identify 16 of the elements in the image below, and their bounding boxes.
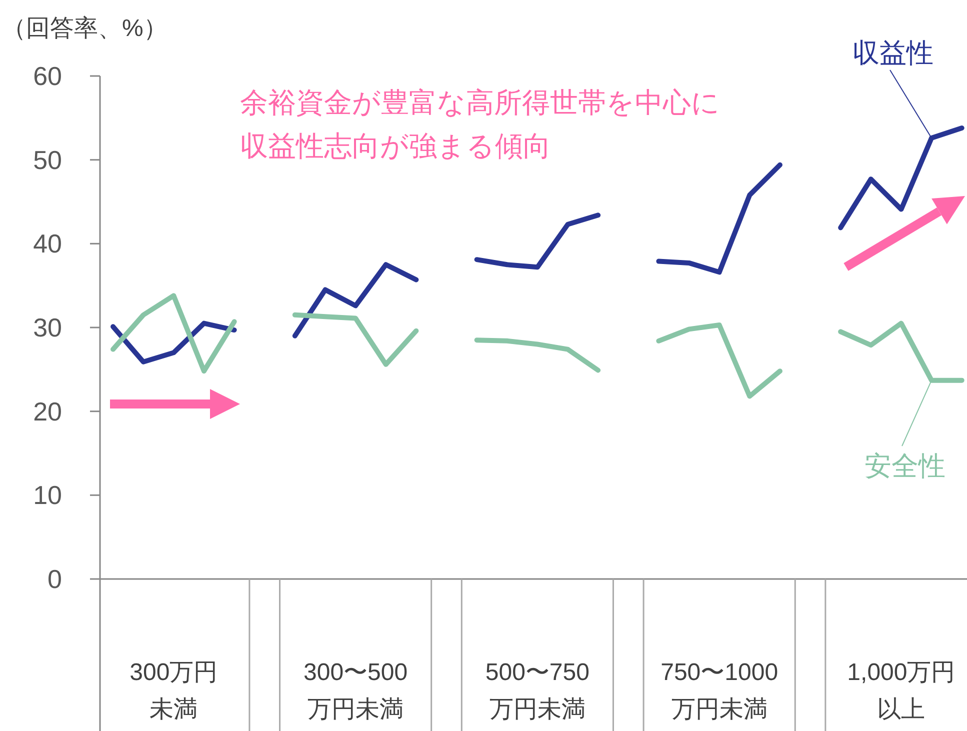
y-tick-label: 50 [33, 144, 62, 175]
y-tick-label: 20 [33, 396, 62, 426]
annotation: 余裕資金が豊富な高所得世帯を中心に収益性志向が強まる傾向 [240, 87, 720, 162]
x-tick-label: 500〜750万円未満 [485, 659, 590, 724]
x-tick-label: 300〜500万円未満 [304, 659, 408, 724]
x-tick-label: 750〜1000万円未満 [660, 659, 778, 724]
y-tick-label: 0 [48, 564, 62, 594]
text: 収益性 [852, 38, 934, 68]
y-tick-label: 60 [33, 61, 62, 91]
x-tick-label: 1,000万円以上 [847, 659, 956, 724]
x-tick-label: 300万円未満 [130, 659, 218, 724]
y-tick-label: 40 [33, 228, 62, 259]
y-axis-title: （回答率、%） [2, 15, 168, 42]
y-tick-label: 10 [33, 480, 62, 510]
text: 安全性 [864, 451, 946, 481]
y-tick-label: 30 [33, 312, 62, 342]
